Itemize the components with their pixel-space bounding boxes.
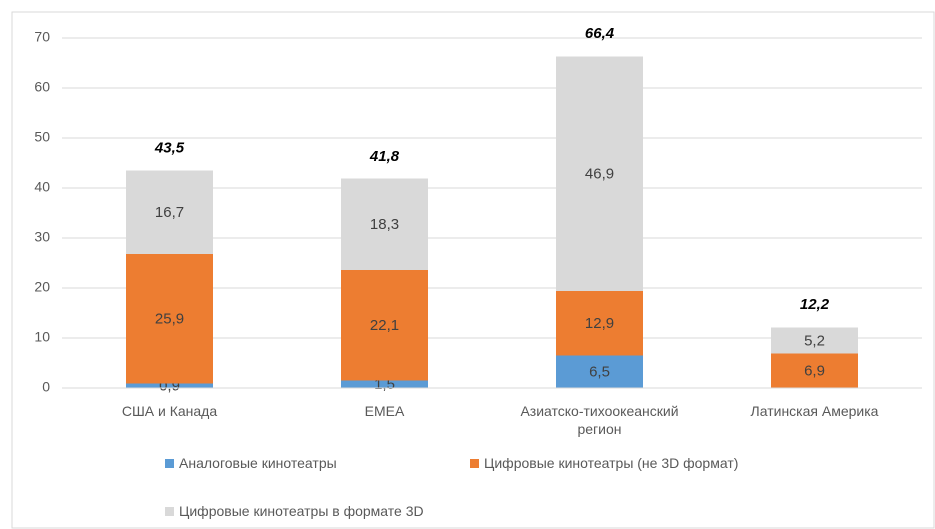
- total-label: 12,2: [800, 296, 830, 313]
- bar-segment: [556, 355, 643, 388]
- bar-segment: [556, 291, 643, 356]
- bar-segment: [126, 254, 213, 384]
- legend-label: Цифровые кинотеатры (не 3D формат): [484, 455, 739, 471]
- data-label: 18,3: [370, 216, 399, 233]
- x-tick-label: США и Канада: [121, 403, 218, 419]
- data-label: 12,9: [585, 315, 614, 332]
- legend-entry: Цифровые кинотеатры в формате 3D: [165, 503, 424, 519]
- bar-segment: [771, 327, 858, 354]
- bar-segment: [771, 353, 858, 388]
- data-label: 6,5: [589, 364, 610, 381]
- x-tick-label: Азиатско-тихоокеанский регион: [520, 403, 679, 437]
- y-tick-label: 50: [34, 129, 50, 145]
- data-label: 6,9: [804, 363, 825, 380]
- total-label: 43,5: [154, 139, 185, 156]
- y-tick-label: 70: [34, 29, 50, 45]
- data-label: 16,7: [155, 204, 184, 221]
- bar-segment: [126, 383, 213, 388]
- y-tick-label: 30: [34, 229, 50, 245]
- legend-swatch: [165, 458, 174, 468]
- bar-segment: [126, 170, 213, 254]
- y-tick-label: 40: [34, 179, 50, 195]
- chart-frame: [11, 11, 935, 529]
- data-label: 22,1: [370, 317, 399, 334]
- x-tick-label: EMEA: [364, 403, 405, 419]
- bar-segment: [556, 56, 643, 291]
- legend-entry: Аналоговые кинотеатры: [165, 455, 337, 471]
- bar-segment: [341, 178, 428, 270]
- legend-label: Аналоговые кинотеатры: [179, 455, 337, 471]
- data-label: 25,9: [155, 311, 184, 328]
- legend-swatch: [470, 458, 479, 468]
- legend-entry: Цифровые кинотеатры (не 3D формат): [470, 455, 738, 471]
- y-tick-label: 20: [34, 279, 50, 295]
- bar-segment: [341, 270, 428, 381]
- y-tick-label: 10: [34, 329, 50, 345]
- total-label: 41,8: [369, 148, 400, 165]
- data-label: 5,2: [804, 332, 825, 349]
- y-tick-label: 60: [34, 79, 50, 95]
- total-label: 66,4: [585, 25, 615, 42]
- data-label: 46,9: [585, 166, 614, 183]
- bar-segment: [341, 380, 428, 388]
- legend-label: Цифровые кинотеатры в формате 3D: [179, 503, 424, 519]
- x-tick-label: Латинская Америка: [750, 403, 879, 419]
- y-tick-label: 0: [42, 379, 50, 395]
- legend-swatch: [165, 506, 174, 516]
